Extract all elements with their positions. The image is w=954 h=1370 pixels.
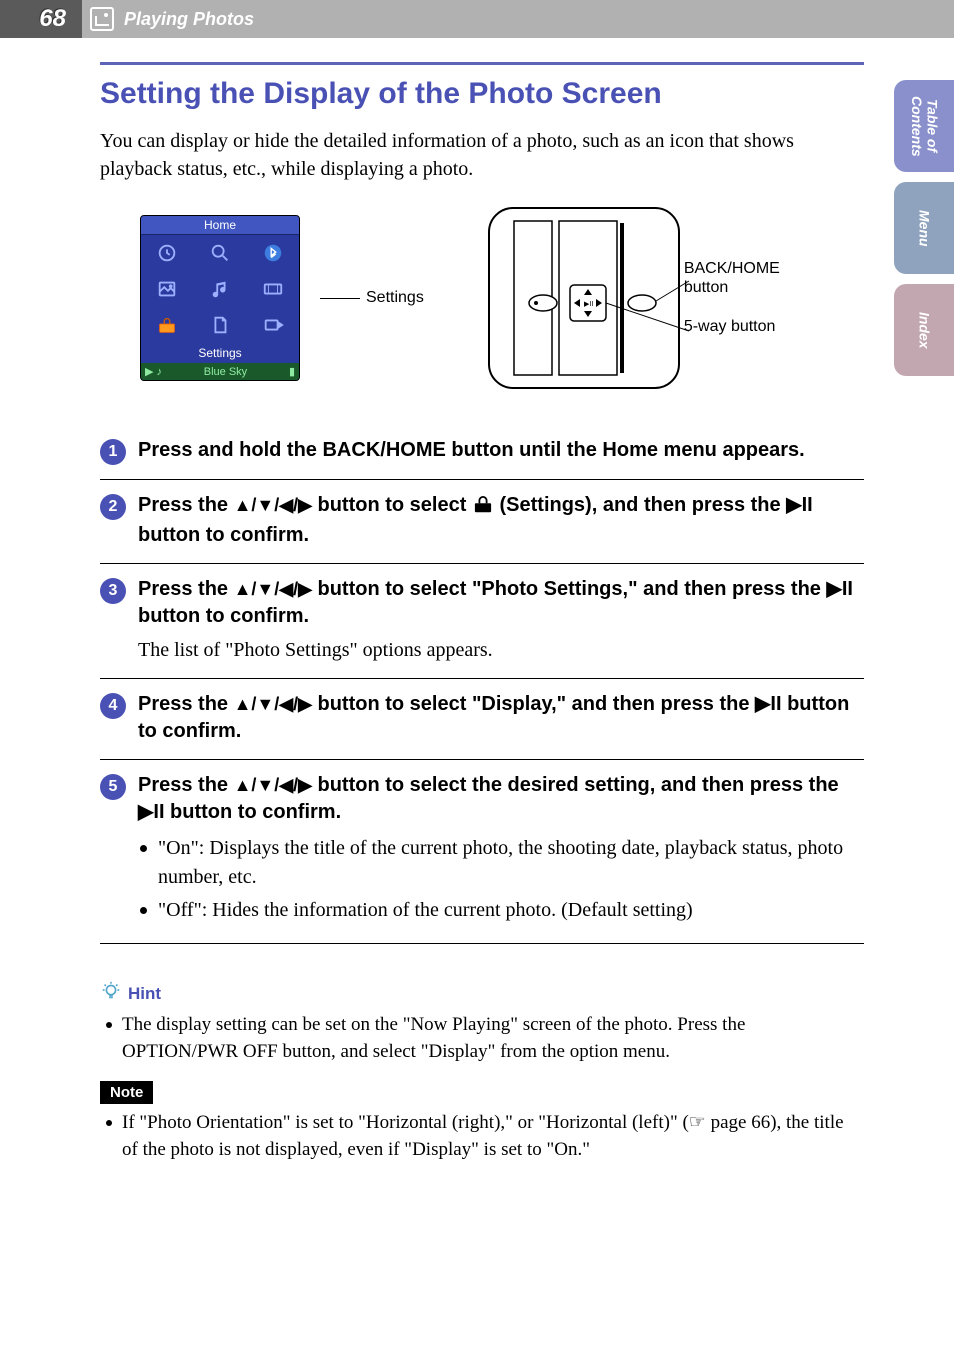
- hint-text: The display setting can be set on the "N…: [100, 1012, 864, 1065]
- hint-label: Hint: [128, 984, 161, 1004]
- step: 5 Press the ▲/▼/◀/▶ button to select the…: [100, 759, 864, 943]
- lightbulb-icon: [100, 980, 122, 1008]
- callout-settings-label: Settings: [360, 289, 424, 307]
- step: 3 Press the ▲/▼/◀/▶ button to select "Ph…: [100, 563, 864, 678]
- step: 1 Press and hold the BACK/HOME button un…: [100, 425, 864, 479]
- settings-callout: Settings: [320, 289, 424, 307]
- callout-back-home: BACK/HOME button: [684, 259, 780, 297]
- device-screen: Home Settings ▶ ♪ Blue Sky ▮: [140, 215, 300, 381]
- music-icon: [194, 271, 247, 307]
- hint-header: Hint: [100, 980, 864, 1008]
- step-number-badge: 4: [100, 693, 126, 719]
- battery-icon: ▮: [289, 365, 295, 378]
- step-heading: Press the ▲/▼/◀/▶ button to select "Phot…: [138, 576, 864, 630]
- home-icon-grid: [141, 235, 299, 343]
- search-icon: [194, 235, 247, 271]
- clock-icon: [141, 235, 194, 271]
- tab-toc-label: Table of Contents: [909, 80, 940, 172]
- callout-line: [320, 298, 360, 299]
- tab-index-label: Index: [916, 312, 931, 349]
- page-number: 68: [0, 0, 82, 38]
- step-heading: Press the ▲/▼/◀/▶ button to select the d…: [138, 772, 864, 826]
- bullet-item: "On": Displays the title of the current …: [138, 834, 864, 892]
- callout-5way: 5-way button: [684, 317, 780, 336]
- note-header: Note: [100, 1081, 864, 1110]
- tab-menu[interactable]: Menu: [894, 182, 954, 274]
- step-number-badge: 5: [100, 774, 126, 800]
- step-text-fragment: Press the: [138, 693, 234, 715]
- settings-icon: [141, 307, 194, 343]
- screen-title: Home: [141, 216, 299, 235]
- play-indicator-icon: ▶ ♪: [145, 365, 162, 378]
- svg-text:▶II: ▶II: [584, 301, 593, 308]
- step: 4 Press the ▲/▼/◀/▶ button to select "Di…: [100, 678, 864, 759]
- step-heading: Press and hold the BACK/HOME button unti…: [138, 437, 864, 464]
- tab-menu-label: Menu: [916, 210, 931, 247]
- step-text-fragment: button to select: [312, 494, 472, 516]
- steps-list: 1 Press and hold the BACK/HOME button un…: [100, 425, 864, 943]
- page-header: 68 Playing Photos: [0, 0, 954, 38]
- bluetooth-icon: [246, 235, 299, 271]
- step: 2 Press the ▲/▼/◀/▶ button to select (Se…: [100, 479, 864, 563]
- step-heading: Press the ▲/▼/◀/▶ button to select "Disp…: [138, 691, 864, 745]
- step-bullets: "On": Displays the title of the current …: [138, 834, 864, 925]
- tab-table-of-contents[interactable]: Table of Contents: [894, 80, 954, 172]
- page-content: Setting the Display of the Photo Screen …: [0, 38, 954, 1219]
- toolbox-icon: [472, 495, 494, 522]
- intro-text: You can display or hide the detailed inf…: [100, 127, 864, 183]
- step-text-fragment: Press the: [138, 494, 234, 516]
- step-text-fragment: Press the: [138, 774, 234, 796]
- step-number-badge: 2: [100, 494, 126, 520]
- chapter-bar: Playing Photos: [82, 0, 954, 38]
- arrow-buttons-label: ▲/▼/◀/▶: [234, 579, 312, 599]
- arrow-buttons-label: ▲/▼/◀/▶: [234, 495, 312, 515]
- note-label: Note: [100, 1081, 153, 1104]
- device-diagram: ▶II BACK/HOME button 5-way button: [484, 203, 744, 393]
- video-icon: [246, 271, 299, 307]
- steps-end-rule: [100, 943, 864, 944]
- track-name: Blue Sky: [204, 366, 247, 378]
- page-title: Setting the Display of the Photo Screen: [100, 77, 864, 111]
- step-number-badge: 3: [100, 578, 126, 604]
- tab-index[interactable]: Index: [894, 284, 954, 376]
- step-text-fragment: Press the: [138, 578, 234, 600]
- screen-footer: ▶ ♪ Blue Sky ▮: [141, 363, 299, 380]
- step-number-badge: 1: [100, 439, 126, 465]
- arrow-buttons-label: ▲/▼/◀/▶: [234, 775, 312, 795]
- note-text: If "Photo Orientation" is set to "Horizo…: [100, 1110, 864, 1163]
- figures: Home Settings ▶ ♪ Blue Sky ▮ Settings: [100, 203, 864, 393]
- selected-icon-label: Settings: [141, 343, 299, 363]
- step-body-text: The list of "Photo Settings" options app…: [138, 636, 864, 664]
- chapter-title: Playing Photos: [124, 9, 254, 30]
- arrow-buttons-label: ▲/▼/◀/▶: [234, 694, 312, 714]
- title-rule: [100, 62, 864, 65]
- document-icon: [194, 307, 247, 343]
- nowplaying-icon: [246, 307, 299, 343]
- photo-icon: [90, 7, 114, 31]
- bullet-item: "Off": Hides the information of the curr…: [138, 896, 864, 925]
- side-tabs: Table of Contents Menu Index: [894, 80, 954, 386]
- step-heading: Press the ▲/▼/◀/▶ button to select (Sett…: [138, 492, 864, 549]
- photos-icon: [141, 271, 194, 307]
